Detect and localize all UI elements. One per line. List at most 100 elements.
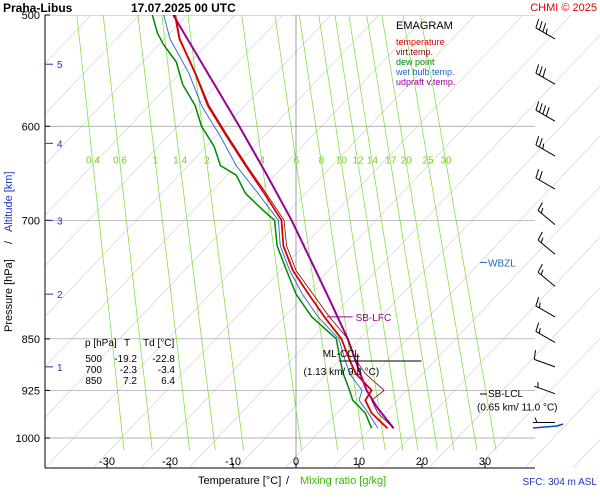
x-tick-label: 10 — [353, 456, 365, 468]
wind-barb — [537, 202, 556, 226]
series-wet-bulb-temp — [163, 15, 379, 429]
dry-adiabat — [45, 15, 284, 267]
wind-barb-full — [535, 101, 540, 111]
wind-barb-staff — [534, 385, 556, 395]
mixing-ratio-line — [161, 15, 216, 451]
table-header-td: Td [°C] — [143, 338, 174, 349]
mixing-axis-title: Mixing ratio [g/kg] — [300, 475, 386, 487]
dry-adiabat — [524, 388, 600, 468]
table-cell: 850 — [85, 376, 102, 387]
mixing-ratio-label: 20 — [401, 156, 413, 167]
x-axis-title: Temperature [°C] — [198, 475, 281, 487]
pressure-tick-label: 600 — [22, 121, 40, 133]
table-header-p: p [hPa] — [85, 338, 117, 349]
wind-barb — [535, 136, 556, 157]
mixing-ratio-line — [274, 15, 338, 451]
mixing-ratio-line — [381, 15, 455, 451]
sb-lfc-label: SB-LFC — [356, 313, 392, 324]
dry-adiabat — [428, 287, 600, 468]
wind-barb-full — [538, 138, 543, 148]
wind-barb-full — [542, 22, 547, 33]
wind-barb-half — [534, 417, 538, 423]
wind-barb-full — [535, 64, 540, 74]
x-tick-label: -30 — [99, 456, 115, 468]
wind-barb-staff — [537, 239, 556, 255]
dry-adiabat — [45, 15, 476, 468]
legend-wet-bulb: wet bulb temp. — [395, 67, 455, 77]
wind-barb-staff — [537, 210, 556, 226]
wind-barb-full — [538, 20, 543, 31]
series-udpraft-v-temp — [172, 15, 395, 429]
wind-barb-full — [535, 18, 540, 29]
wind-barb-full — [535, 322, 540, 332]
wind-barb-full — [537, 202, 543, 211]
mixing-ratio-line — [366, 15, 438, 451]
table-header-t: T — [124, 338, 130, 349]
wbzl-label: WBZL — [488, 258, 516, 269]
table-cell: -22.8 — [152, 354, 175, 365]
x-tick-label: 0 — [293, 456, 299, 468]
wind-barb-staff — [535, 72, 556, 85]
mixing-ratio-line — [187, 15, 244, 451]
altitude-tick-label: 2 — [57, 290, 63, 301]
wind-barb-half — [540, 207, 544, 214]
wind-barb-full — [538, 171, 543, 181]
wind-barb-full — [535, 296, 540, 307]
dry-adiabat — [45, 15, 380, 368]
dry-adiabat — [332, 186, 600, 468]
mixing-ratio-line — [241, 15, 302, 451]
altitude-tick-label: 1 — [57, 363, 63, 374]
wind-barb — [535, 169, 556, 190]
wind-barb-half — [540, 237, 544, 243]
mixing-ratio-line — [137, 15, 190, 451]
table-cell: -19.2 — [114, 354, 137, 365]
table-cell: 7.2 — [123, 376, 137, 387]
altitude-tick-label: 3 — [57, 216, 63, 227]
x-axis-separator: / — [286, 475, 290, 487]
legend-virtual-temperature: virt.temp. — [396, 47, 433, 57]
surface-info: SFC: 304 m ASL — [523, 477, 598, 488]
mixing-ratio-line — [318, 15, 386, 451]
mixing-ratio-label: 30 — [441, 156, 453, 167]
datetime: 17.07.2025 00 UTC — [131, 1, 236, 15]
mixing-ratio-label: 12 — [353, 156, 365, 167]
legend-dew-point: dew point — [396, 57, 435, 67]
mixing-ratio-label: 8 — [319, 156, 325, 167]
wind-barb — [535, 322, 556, 343]
dry-adiabat — [45, 15, 428, 418]
mixing-ratio-line — [76, 15, 125, 451]
x-tick-label: -10 — [225, 456, 241, 468]
copyright: CHMI © 2025 — [530, 2, 597, 14]
pressure-tick-label: 850 — [22, 334, 40, 346]
dry-adiabat — [284, 135, 600, 468]
pressure-tick-label: 1000 — [16, 433, 40, 445]
mixing-ratio-line — [402, 15, 478, 451]
wind-barb-staff — [535, 177, 556, 190]
sb-lcl-label: SB-LCL — [488, 389, 523, 400]
mixing-ratio-label: 0.4 — [86, 156, 100, 167]
table-cell: 500 — [85, 354, 102, 365]
wind-barb — [535, 64, 556, 85]
pressure-tick-label: 700 — [22, 215, 40, 227]
mixing-ratio-label: 25 — [423, 156, 435, 167]
wind-barb-half — [538, 302, 541, 308]
wind-barb-full — [542, 105, 547, 115]
dry-adiabat — [45, 15, 236, 216]
wind-barb-staff — [535, 27, 556, 40]
table-cell: 6.4 — [161, 376, 175, 387]
mixing-ratio-label: 14 — [367, 156, 379, 167]
wind-barb-full — [542, 68, 547, 78]
series-dew-point — [151, 15, 373, 429]
wind-barb-full — [533, 350, 536, 360]
wind-barb-half — [540, 269, 544, 275]
chart-title: EMAGRAM — [396, 20, 453, 32]
dry-adiabat — [45, 15, 140, 115]
pressure-tick-label: 500 — [22, 10, 40, 22]
wind-barb-staff — [537, 271, 556, 287]
dry-adiabat — [236, 85, 600, 468]
wind-barb-half — [545, 28, 548, 34]
wind-barb — [535, 18, 556, 40]
station-name: Praha-Libus — [3, 1, 73, 15]
wind-barb — [535, 296, 556, 318]
